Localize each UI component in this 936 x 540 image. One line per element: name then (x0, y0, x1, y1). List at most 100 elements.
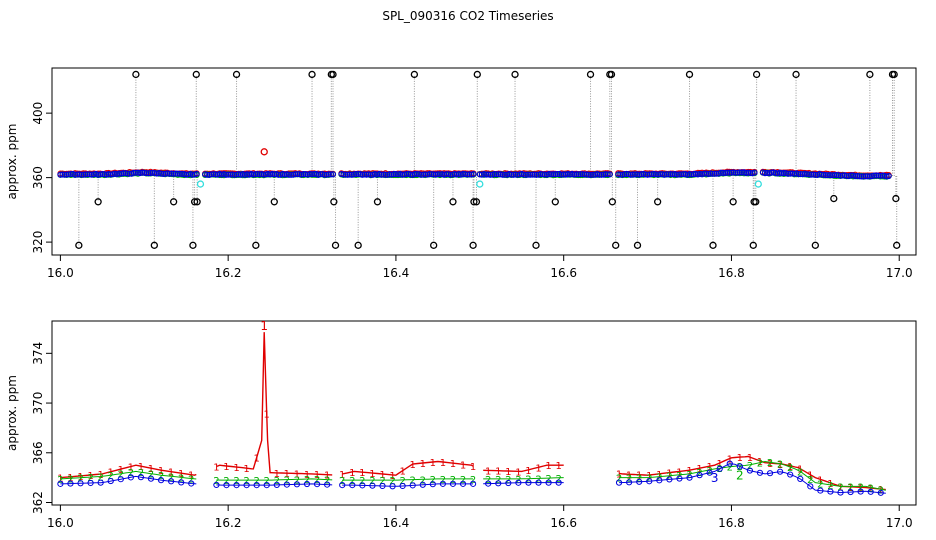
series-marker: 1 (369, 469, 375, 480)
series-marker: 1 (696, 464, 702, 475)
series-marker: 2 (324, 476, 330, 487)
data-point (330, 198, 338, 206)
data-point (466, 171, 473, 178)
data-point (487, 171, 494, 178)
data-point (373, 198, 382, 206)
series-marker: 1 (57, 474, 63, 485)
series-marker: 1 (168, 468, 174, 479)
data-point (581, 171, 588, 178)
series-marker: 2 (213, 476, 219, 487)
y-axis-label: approx. ppm (5, 124, 19, 200)
data-point (680, 171, 687, 178)
data-point (390, 171, 397, 178)
data-point (389, 483, 396, 490)
data-point (761, 170, 769, 177)
series-marker: 2 (737, 462, 743, 473)
data-point (875, 172, 882, 179)
data-point (716, 465, 723, 472)
data-point (829, 172, 836, 179)
data-point (260, 148, 268, 156)
data-point (170, 170, 177, 177)
series-marker: 1 (747, 453, 753, 464)
data-point (780, 169, 787, 176)
data-point (470, 198, 478, 206)
data-point (150, 241, 158, 249)
series-marker: 2 (67, 474, 73, 485)
series-marker: 1 (727, 455, 733, 466)
data-point (785, 170, 792, 177)
data-point (107, 477, 114, 485)
data-point (178, 479, 185, 486)
series-marker: 2 (128, 468, 134, 479)
series-marker: 2 (470, 475, 476, 486)
data-point (263, 482, 270, 489)
data-point (243, 482, 250, 489)
data-point (837, 172, 844, 179)
data-point (756, 469, 764, 476)
series-marker: 1 (485, 466, 491, 477)
series-marker: 1 (178, 469, 184, 480)
series-marker: 1 (389, 471, 395, 482)
data-point (529, 171, 536, 178)
data-point (596, 171, 603, 178)
data-point (766, 470, 774, 477)
data-point (116, 170, 123, 177)
series-marker: 1 (525, 466, 531, 477)
data-point (117, 476, 124, 483)
series-marker: 1 (233, 463, 239, 474)
series-marker: 1 (470, 462, 476, 473)
data-point (99, 171, 106, 178)
data-point (470, 171, 477, 178)
data-point (636, 478, 643, 485)
data-point (550, 171, 557, 178)
data-point (787, 170, 794, 177)
data-point (877, 489, 884, 496)
series-marker: 1 (148, 464, 154, 475)
data-point (472, 198, 481, 206)
data-point (143, 170, 150, 177)
series-marker: 2 (168, 472, 174, 483)
series-marker: 2 (817, 479, 823, 490)
data-point (606, 171, 613, 178)
data-point (633, 241, 642, 249)
data-point (59, 171, 66, 178)
data-point (511, 70, 519, 79)
data-point (353, 171, 360, 178)
series-line (483, 477, 564, 480)
data-point (822, 172, 829, 179)
data-point (648, 171, 655, 178)
data-point (847, 488, 854, 496)
data-point (139, 169, 146, 176)
data-point (638, 171, 645, 178)
data-point (82, 171, 89, 178)
series-marker: 2 (97, 473, 103, 484)
series-marker: 2 (108, 471, 114, 482)
data-point (847, 172, 855, 179)
data-point (84, 171, 91, 178)
data-point (306, 171, 313, 178)
data-point (192, 70, 200, 79)
data-point (515, 479, 522, 486)
x-tick-label: 16.2 (215, 516, 242, 530)
data-point (178, 170, 186, 177)
data-point (873, 172, 880, 179)
series-line (342, 478, 474, 481)
data-point (720, 169, 727, 177)
data-point (711, 170, 718, 177)
series-marker: 1 (737, 453, 743, 464)
series-marker: 1 (807, 471, 813, 482)
data-point (300, 170, 307, 178)
series-marker: 1 (797, 465, 803, 476)
data-point (678, 171, 685, 178)
series-marker: 1 (626, 470, 632, 481)
series-marker: 1 (616, 469, 622, 480)
data-point (738, 169, 745, 176)
series-line (216, 478, 333, 481)
data-point (675, 171, 683, 178)
series-marker: 2 (359, 476, 365, 487)
series-marker: 1 (717, 459, 723, 470)
data-point (418, 171, 425, 178)
data-point (426, 170, 433, 178)
data-point (866, 173, 873, 180)
